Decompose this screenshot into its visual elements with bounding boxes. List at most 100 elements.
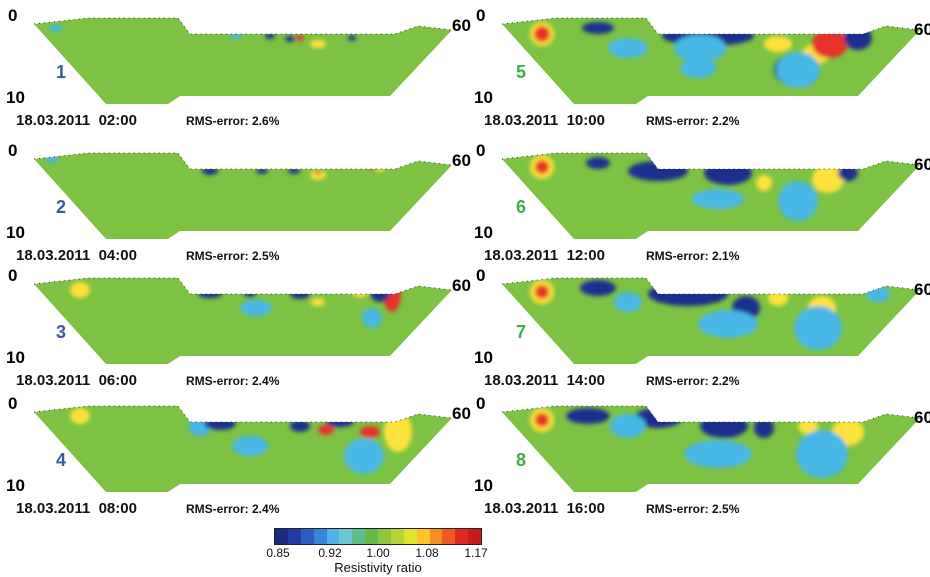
resistivity-anomaly bbox=[318, 425, 334, 435]
resistivity-anomaly bbox=[812, 165, 844, 193]
resistivity-anomaly bbox=[384, 412, 412, 452]
resistivity-anomaly bbox=[796, 430, 848, 478]
colorbar-tick: 0.85 bbox=[266, 546, 290, 560]
resistivity-anomaly bbox=[348, 35, 356, 41]
resistivity-anomaly bbox=[776, 52, 820, 88]
resistivity-panel: 0 10 60 6 18.03.2011 12:00 RMS-error: 2.1% bbox=[468, 141, 930, 273]
resistivity-anomaly bbox=[265, 33, 275, 39]
resistivity-anomaly bbox=[344, 438, 384, 474]
colorbar-tick: 1.00 bbox=[366, 546, 390, 560]
colorbar-cell bbox=[403, 529, 417, 544]
resistivity-anomaly bbox=[50, 24, 62, 32]
resistivity-section bbox=[501, 17, 921, 104]
depth-top-label: 0 bbox=[8, 394, 18, 413]
section-background bbox=[34, 153, 452, 239]
panel-number: 6 bbox=[516, 197, 527, 217]
resistivity-anomaly bbox=[290, 420, 310, 432]
resistivity-anomaly bbox=[768, 290, 788, 306]
rms-error: RMS-error: 2.4% bbox=[186, 502, 280, 516]
colorbar-cell bbox=[416, 529, 430, 544]
depth-bottom-label: 10 bbox=[474, 88, 493, 107]
resistivity-anomaly bbox=[582, 22, 614, 34]
distance-end-label: 60 bbox=[452, 151, 471, 170]
resistivity-panel: 0 10 60 4 18.03.2011 08:00 RMS-error: 2.4% bbox=[0, 394, 471, 526]
colorbar-cell bbox=[442, 529, 456, 544]
resistivity-anomaly bbox=[535, 285, 549, 299]
colorbar-tick: 1.17 bbox=[464, 546, 488, 560]
timestamp: 18.03.2011 08:00 bbox=[16, 500, 137, 517]
resistivity-anomaly bbox=[204, 418, 236, 430]
rms-error: RMS-error: 2.1% bbox=[646, 249, 740, 263]
resistivity-panel: 0 10 60 1 18.03.2011 02:00 RMS-error: 2.6% bbox=[0, 6, 471, 138]
resistivity-section bbox=[33, 152, 453, 239]
distance-end-label: 60 bbox=[452, 16, 471, 35]
resistivity-section bbox=[33, 17, 453, 104]
resistivity-anomaly bbox=[534, 26, 550, 42]
resistivity-anomaly bbox=[370, 282, 390, 302]
resistivity-anomaly bbox=[367, 161, 377, 169]
colorbar-cell bbox=[287, 529, 301, 544]
section-background bbox=[502, 18, 920, 104]
colorbar-tick: 1.08 bbox=[415, 546, 439, 560]
colorbar-cell bbox=[378, 529, 391, 544]
resistivity-section bbox=[501, 405, 921, 492]
panel-number: 1 bbox=[56, 62, 67, 82]
depth-top-label: 0 bbox=[8, 6, 18, 25]
colorbar-cell bbox=[455, 529, 469, 544]
resistivity-section bbox=[33, 405, 453, 492]
resistivity-anomaly bbox=[610, 414, 646, 438]
depth-bottom-label: 10 bbox=[6, 476, 25, 495]
timestamp: 18.03.2011 04:00 bbox=[16, 247, 137, 264]
depth-top-label: 0 bbox=[8, 266, 18, 285]
section-background bbox=[34, 278, 452, 364]
resistivity-anomaly bbox=[812, 30, 848, 58]
resistivity-anomaly bbox=[614, 292, 642, 312]
depth-bottom-label: 10 bbox=[6, 223, 25, 242]
timestamp: 18.03.2011 10:00 bbox=[484, 112, 605, 129]
rms-error: RMS-error: 2.5% bbox=[646, 502, 740, 516]
resistivity-anomaly bbox=[628, 161, 688, 181]
colorbar-cell bbox=[468, 529, 481, 544]
rms-error: RMS-error: 2.2% bbox=[646, 114, 740, 128]
depth-bottom-label: 10 bbox=[6, 88, 25, 107]
resistivity-panel: 0 10 60 3 18.03.2011 06:00 RMS-error: 2.4% bbox=[0, 266, 471, 398]
depth-top-label: 0 bbox=[476, 141, 486, 160]
resistivity-anomaly bbox=[70, 408, 90, 424]
resistivity-anomaly bbox=[754, 418, 774, 438]
resistivity-panel: 0 10 60 5 18.03.2011 10:00 RMS-error: 2.2% bbox=[468, 6, 930, 138]
resistivity-anomaly bbox=[535, 413, 549, 427]
distance-end-label: 60 bbox=[914, 20, 930, 39]
resistivity-panel: 0 10 60 7 18.03.2011 14:00 RMS-error: 2.2% bbox=[468, 266, 930, 398]
timestamp: 18.03.2011 12:00 bbox=[484, 247, 605, 264]
panel-number: 3 bbox=[56, 322, 67, 342]
resistivity-anomaly bbox=[844, 26, 872, 50]
panel-number: 8 bbox=[516, 450, 527, 470]
colorbar-cell bbox=[365, 529, 378, 544]
resistivity-anomaly bbox=[326, 417, 354, 427]
resistivity-anomaly bbox=[288, 168, 300, 174]
resistivity-anomaly bbox=[232, 436, 268, 456]
resistivity-anomaly bbox=[698, 310, 758, 338]
colorbar-cell bbox=[300, 529, 314, 544]
depth-top-label: 0 bbox=[476, 266, 486, 285]
section-background bbox=[34, 18, 452, 104]
resistivity-anomaly bbox=[586, 157, 610, 169]
resistivity-anomaly bbox=[311, 298, 325, 306]
resistivity-anomaly bbox=[362, 308, 382, 328]
colorbar-cell bbox=[429, 529, 443, 544]
resistivity-anomaly bbox=[700, 414, 748, 438]
resistivity-anomaly bbox=[360, 426, 380, 438]
colorbar-title: Resistivity ratio bbox=[334, 560, 422, 575]
resistivity-anomaly bbox=[704, 161, 752, 185]
resistivity-anomaly bbox=[778, 181, 818, 221]
resistivity-anomaly bbox=[230, 33, 242, 39]
depth-bottom-label: 10 bbox=[6, 348, 25, 367]
colorbar-scale bbox=[274, 528, 482, 545]
distance-end-label: 60 bbox=[914, 280, 930, 299]
resistivity-anomaly bbox=[680, 58, 716, 78]
resistivity-anomaly bbox=[648, 282, 728, 306]
distance-end-label: 60 bbox=[914, 155, 930, 174]
rms-error: RMS-error: 2.4% bbox=[186, 374, 280, 388]
resistivity-anomaly bbox=[838, 165, 858, 181]
colorbar-cell bbox=[313, 529, 327, 544]
